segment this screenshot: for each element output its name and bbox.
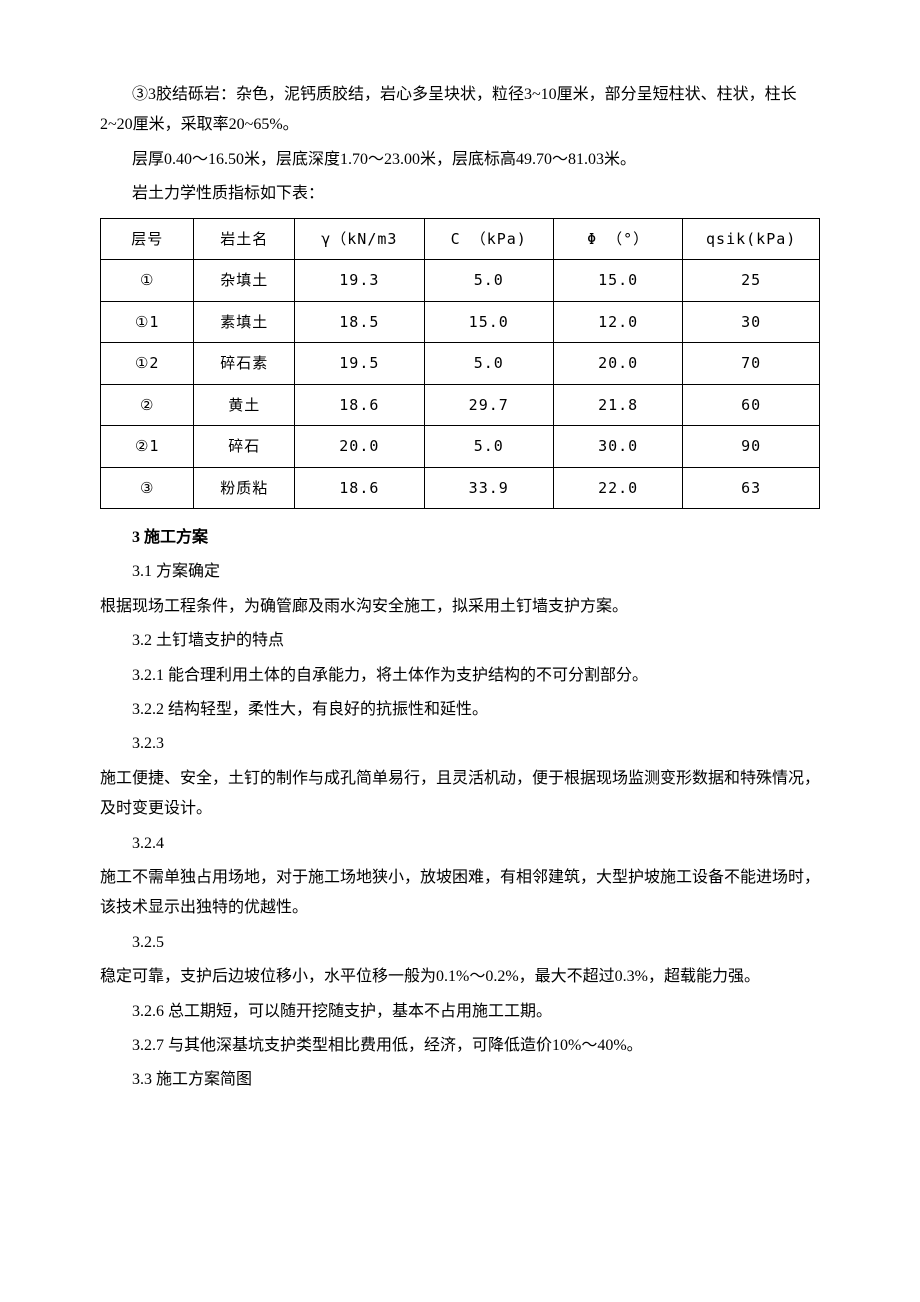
- table-cell: ③: [101, 467, 194, 509]
- table-cell: 70: [683, 343, 820, 385]
- table-row: ② 黄土 18.6 29.7 21.8 60: [101, 384, 820, 426]
- section-3-2-2: 3.2.2 结构轻型，柔性大，有良好的抗振性和延性。: [100, 695, 820, 725]
- table-cell: 33.9: [424, 467, 553, 509]
- section-3-2-5-body: 稳定可靠，支护后边坡位移小，水平位移一般为0.1%～0.2%，最大不超过0.3%…: [100, 962, 820, 992]
- table-cell: 碎石: [194, 426, 295, 468]
- table-cell: 25: [683, 260, 820, 302]
- table-cell: 63: [683, 467, 820, 509]
- table-row: ③ 粉质粘 18.6 33.9 22.0 63: [101, 467, 820, 509]
- table-cell: 60: [683, 384, 820, 426]
- table-cell: 19.3: [295, 260, 424, 302]
- table-cell: 杂填土: [194, 260, 295, 302]
- table-cell: 20.0: [553, 343, 682, 385]
- document-body: ③3胶结砾岩：杂色，泥钙质胶结，岩心多呈块状，粒径3~10厘米，部分呈短柱状、柱…: [100, 80, 820, 1096]
- table-cell: 29.7: [424, 384, 553, 426]
- table-cell: 22.0: [553, 467, 682, 509]
- table-cell: ①: [101, 260, 194, 302]
- col-header-gamma: γ（kN/m3: [295, 218, 424, 260]
- section-3-2-4-num: 3.2.4: [100, 829, 820, 859]
- heading-3: 3 施工方案: [100, 523, 820, 553]
- col-header-qsik: qsik(kPa): [683, 218, 820, 260]
- table-cell: 30: [683, 301, 820, 343]
- section-3-2-title: 3.2 土钉墙支护的特点: [100, 626, 820, 656]
- table-cell: 黄土: [194, 384, 295, 426]
- table-cell: ②: [101, 384, 194, 426]
- table-row: ①2 碎石素 19.5 5.0 20.0 70: [101, 343, 820, 385]
- table-cell: ①2: [101, 343, 194, 385]
- table-body: ① 杂填土 19.3 5.0 15.0 25 ①1 素填土 18.5 15.0 …: [101, 260, 820, 509]
- table-cell: 5.0: [424, 260, 553, 302]
- section-3-1-body: 根据现场工程条件，为确管廊及雨水沟安全施工，拟采用土钉墙支护方案。: [100, 592, 820, 622]
- section-3-2-6: 3.2.6 总工期短，可以随开挖随支护，基本不占用施工工期。: [100, 997, 820, 1027]
- table-cell: 碎石素: [194, 343, 295, 385]
- table-cell: ①1: [101, 301, 194, 343]
- table-row: ① 杂填土 19.3 5.0 15.0 25: [101, 260, 820, 302]
- table-cell: 5.0: [424, 426, 553, 468]
- table-cell: 19.5: [295, 343, 424, 385]
- table-cell: ②1: [101, 426, 194, 468]
- paragraph-table-intro: 岩土力学性质指标如下表：: [100, 179, 820, 209]
- section-3-2-7: 3.2.7 与其他深基坑支护类型相比费用低，经济，可降低造价10%～40%。: [100, 1031, 820, 1061]
- table-cell: 粉质粘: [194, 467, 295, 509]
- section-3-2-3-body: 施工便捷、安全，土钉的制作与成孔简单易行，且灵活机动，便于根据现场监测变形数据和…: [100, 764, 820, 825]
- table-row: ①1 素填土 18.5 15.0 12.0 30: [101, 301, 820, 343]
- section-3-2-1: 3.2.1 能合理利用土体的自承能力，将土体作为支护结构的不可分割部分。: [100, 661, 820, 691]
- table-cell: 20.0: [295, 426, 424, 468]
- table-header-row: 层号 岩土名 γ（kN/m3 C （kPa) Φ （°） qsik(kPa): [101, 218, 820, 260]
- section-3-3-title: 3.3 施工方案简图: [100, 1065, 820, 1095]
- table-cell: 12.0: [553, 301, 682, 343]
- table-cell: 15.0: [553, 260, 682, 302]
- table-cell: 5.0: [424, 343, 553, 385]
- table-cell: 素填土: [194, 301, 295, 343]
- section-3-1-title: 3.1 方案确定: [100, 557, 820, 587]
- section-3-2-5-num: 3.2.5: [100, 928, 820, 958]
- section-3-2-3-num: 3.2.3: [100, 729, 820, 759]
- table-cell: 21.8: [553, 384, 682, 426]
- table-cell: 90: [683, 426, 820, 468]
- table-cell: 18.6: [295, 384, 424, 426]
- col-header-layer: 层号: [101, 218, 194, 260]
- table-row: ②1 碎石 20.0 5.0 30.0 90: [101, 426, 820, 468]
- table-cell: 30.0: [553, 426, 682, 468]
- soil-properties-table: 层号 岩土名 γ（kN/m3 C （kPa) Φ （°） qsik(kPa) ①…: [100, 218, 820, 510]
- col-header-name: 岩土名: [194, 218, 295, 260]
- col-header-phi: Φ （°）: [553, 218, 682, 260]
- paragraph-intro-2: 层厚0.40～16.50米，层底深度1.70～23.00米，层底标高49.70～…: [100, 145, 820, 175]
- paragraph-intro-1: ③3胶结砾岩：杂色，泥钙质胶结，岩心多呈块状，粒径3~10厘米，部分呈短柱状、柱…: [100, 80, 820, 141]
- table-cell: 15.0: [424, 301, 553, 343]
- table-cell: 18.5: [295, 301, 424, 343]
- section-3-2-4-body: 施工不需单独占用场地，对于施工场地狭小，放坡困难，有相邻建筑，大型护坡施工设备不…: [100, 863, 820, 924]
- col-header-c: C （kPa): [424, 218, 553, 260]
- table-cell: 18.6: [295, 467, 424, 509]
